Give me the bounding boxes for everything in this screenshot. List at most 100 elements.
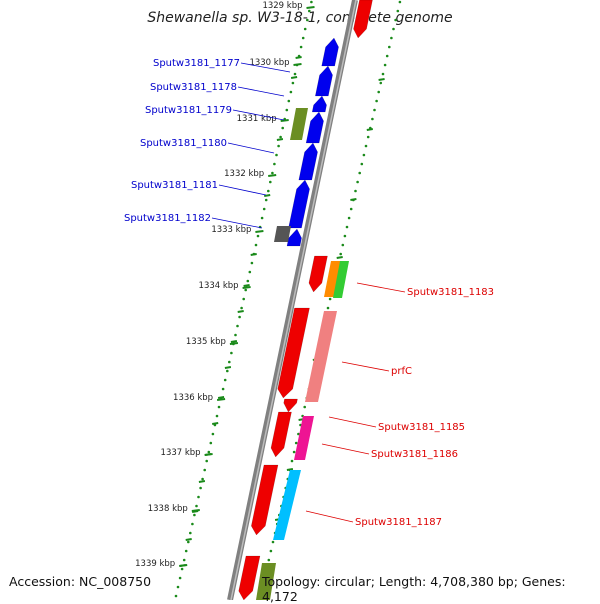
gene-arrow xyxy=(311,95,327,113)
gc-dot xyxy=(197,495,200,499)
gc-dot xyxy=(240,306,243,310)
gene-block xyxy=(294,416,314,460)
gene-block xyxy=(333,261,349,298)
gc-dot xyxy=(301,36,305,40)
kbp-tick-label: 1338 kbp xyxy=(148,504,188,514)
gene-label-reverse: Sputw3181_1185 xyxy=(378,422,465,433)
gene-label-forward: Sputw3181_1179 xyxy=(145,105,232,116)
gc-dot xyxy=(356,180,359,184)
gene-arrow xyxy=(251,464,279,536)
gc-dot xyxy=(264,198,268,202)
gene-block xyxy=(273,470,301,540)
gene-label-reverse: Sputw3181_1183 xyxy=(407,287,494,298)
gc-dot xyxy=(326,306,330,310)
gc-dot xyxy=(343,234,347,238)
gc-dot xyxy=(250,261,254,265)
gene-label-forward: Sputw3181_1180 xyxy=(140,138,227,149)
map-title: Shewanella sp. W3-18-1, complete genome xyxy=(147,10,453,26)
kbp-tick-label: 1329 kbp xyxy=(262,1,302,11)
gc-dot xyxy=(396,9,400,13)
gene-features xyxy=(238,0,373,600)
gene-label-reverse: Sputw3181_1186 xyxy=(371,449,458,460)
gc-dot xyxy=(182,558,186,562)
gc-dot xyxy=(262,207,266,211)
gc-dot xyxy=(279,135,282,139)
kbp-tick xyxy=(179,564,188,567)
gc-dot xyxy=(271,540,275,544)
gc-dot xyxy=(366,135,370,139)
gc-dot xyxy=(254,243,258,247)
gene-label-forward: Sputw3181_1182 xyxy=(124,213,211,224)
leader-line xyxy=(341,361,390,372)
gc-dot xyxy=(285,108,289,112)
gc-dot xyxy=(256,234,260,238)
kbp-tick xyxy=(242,286,251,289)
gc-dot xyxy=(199,486,202,490)
gc-dash xyxy=(198,480,206,483)
gc-dot xyxy=(349,207,353,211)
kbp-tick-label: 1337 kbp xyxy=(161,448,201,458)
gc-dot xyxy=(215,414,219,418)
gc-dot xyxy=(290,459,294,463)
gc-dash xyxy=(350,198,357,201)
gene-block xyxy=(324,261,341,297)
gc-dot xyxy=(310,0,313,4)
gc-dot xyxy=(244,288,247,292)
kbp-tick xyxy=(268,174,277,177)
gc-dot xyxy=(201,477,204,481)
gc-dot xyxy=(184,549,188,553)
gc-skew-dots-left xyxy=(174,0,313,598)
gc-dash xyxy=(230,340,238,343)
gc-dot xyxy=(388,45,391,49)
gc-dash xyxy=(286,468,294,471)
gc-dash xyxy=(336,256,343,259)
kbp-tick-label: 1336 kbp xyxy=(173,393,213,403)
gc-dot xyxy=(377,90,381,94)
gc-dash xyxy=(290,76,298,79)
gc-dash xyxy=(217,396,225,399)
gc-dot xyxy=(260,216,264,220)
gc-dot xyxy=(308,9,311,13)
gc-dash xyxy=(366,128,373,131)
gc-dot xyxy=(303,27,307,31)
gc-dot xyxy=(228,360,231,364)
gc-dot xyxy=(234,333,237,337)
leader-line xyxy=(328,416,377,428)
gc-dot xyxy=(269,180,272,184)
gc-dot xyxy=(189,531,192,535)
gc-dot xyxy=(398,0,402,4)
gc-dot xyxy=(174,594,178,598)
gc-dot xyxy=(195,504,198,508)
gc-dot xyxy=(291,81,295,85)
gc-dash xyxy=(185,538,192,541)
gc-dot xyxy=(203,468,206,472)
gc-dot xyxy=(383,63,387,67)
gene-label-reverse: Sputw3181_1187 xyxy=(355,517,442,528)
gene-label-forward: Sputw3181_1177 xyxy=(153,58,240,69)
gc-dash xyxy=(237,310,244,313)
gc-dot xyxy=(275,153,278,157)
kbp-tick-label: 1335 kbp xyxy=(186,337,226,347)
gene-arrow xyxy=(353,0,373,39)
kbp-tick xyxy=(255,230,264,233)
gc-dot xyxy=(303,405,307,409)
gc-dot xyxy=(273,162,276,166)
leader-line xyxy=(227,142,275,154)
kbp-tick xyxy=(204,453,213,456)
gene-arrow xyxy=(283,398,298,413)
gc-dot xyxy=(371,117,374,121)
gc-dot xyxy=(238,315,241,319)
leader-line xyxy=(240,62,291,73)
gc-dot xyxy=(364,144,368,148)
gc-dot xyxy=(379,81,383,85)
gc-dot xyxy=(281,126,285,130)
gc-dot xyxy=(242,297,245,301)
gc-dot xyxy=(178,576,182,580)
gene-block xyxy=(256,563,276,600)
gc-dot xyxy=(339,252,343,256)
gc-dot xyxy=(358,171,362,175)
gene-arrow xyxy=(270,411,292,458)
kbp-tick xyxy=(191,509,200,512)
backbone-highlight xyxy=(230,0,357,600)
